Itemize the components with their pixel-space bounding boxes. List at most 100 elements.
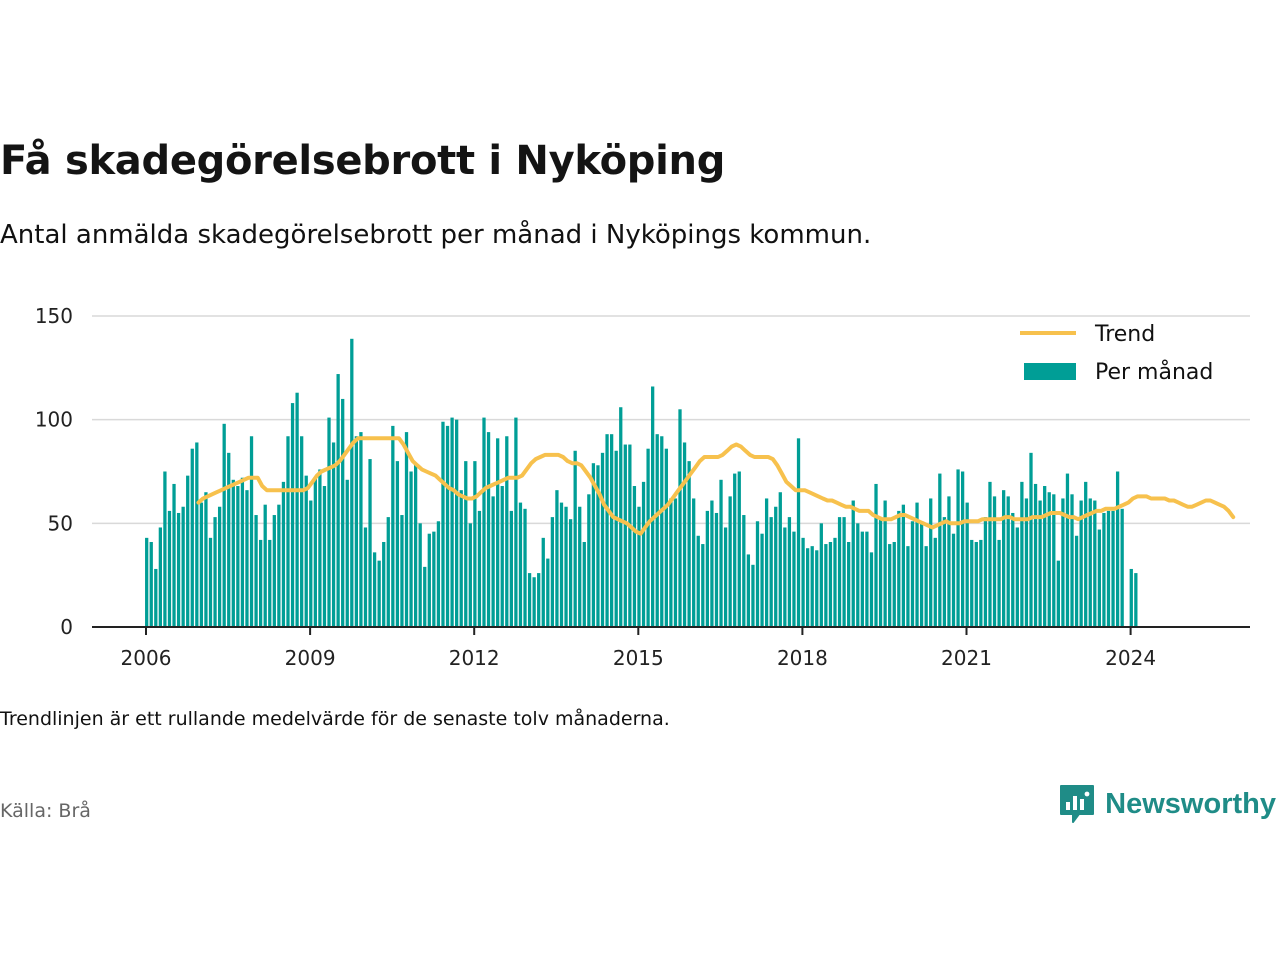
bar-month-22 — [245, 490, 249, 627]
bar-month-140 — [783, 527, 787, 627]
bar-line-chart: 0 50 100 150 2006 2009 2012 2015 2018 2021 2024 T… — [35, 304, 1250, 670]
bar-month-16 — [217, 506, 222, 627]
bar-month-123 — [705, 510, 709, 627]
bar-month-37 — [313, 477, 317, 627]
bar-month-5 — [167, 510, 172, 627]
bar-month-88 — [546, 558, 550, 627]
bar-month-110 — [646, 448, 650, 627]
x-tick-label-2015: 2015 — [613, 646, 664, 670]
bar-month-115 — [669, 498, 673, 627]
bar-month-14 — [208, 537, 213, 627]
bar-month-162 — [883, 500, 887, 627]
y-tick-label-0: 0 — [60, 615, 73, 639]
bar-month-84 — [527, 573, 532, 627]
bar-month-132 — [746, 554, 751, 627]
bar-month-204 — [1074, 535, 1079, 627]
bar-month-1 — [149, 541, 153, 627]
brand-name: Newsworthy — [1105, 787, 1276, 820]
bar-month-181 — [970, 539, 974, 627]
bar-month-202 — [1065, 473, 1070, 627]
bar-month-97 — [587, 494, 591, 627]
bar-month-152 — [837, 517, 842, 627]
bar-month-67 — [450, 417, 454, 627]
bar-month-34 — [300, 436, 304, 627]
bar-month-51 — [377, 560, 381, 627]
bar-month-168 — [910, 521, 915, 627]
bar-month-111 — [651, 386, 655, 627]
bar-month-0 — [145, 537, 149, 627]
bar-month-42 — [336, 374, 340, 627]
bar-month-21 — [240, 477, 245, 627]
bar-month-83 — [523, 508, 527, 627]
bar-month-150 — [828, 541, 833, 627]
bar-month-72 — [473, 461, 477, 627]
bar-month-182 — [974, 541, 978, 627]
bar-month-169 — [915, 502, 919, 627]
bar-month-217 — [1134, 573, 1138, 627]
bar-month-24 — [254, 515, 258, 627]
bar-month-77 — [496, 438, 500, 627]
bar-month-90 — [555, 490, 559, 627]
bar-month-92 — [564, 506, 568, 627]
bar-month-78 — [500, 486, 504, 627]
bar-month-80 — [509, 510, 513, 627]
bar-month-178 — [956, 469, 960, 627]
bar-month-19 — [231, 479, 235, 627]
x-tick-label-2018: 2018 — [777, 646, 828, 670]
bar-month-200 — [1056, 560, 1060, 627]
bar-month-13 — [204, 492, 208, 627]
bar-month-33 — [295, 392, 299, 627]
bar-month-118 — [682, 442, 687, 627]
bar-month-36 — [309, 500, 313, 627]
bar-month-193 — [1024, 498, 1029, 627]
bar-month-12 — [199, 502, 204, 627]
bar-month-135 — [760, 533, 764, 627]
bar-month-137 — [769, 517, 773, 627]
bar-month-25 — [259, 539, 263, 627]
bar-month-105 — [623, 444, 627, 627]
bar-month-189 — [1006, 496, 1010, 627]
bar-month-32 — [290, 403, 295, 627]
bar-month-15 — [213, 517, 217, 627]
y-axis-tick-labels: 0 50 100 150 — [35, 304, 73, 639]
bar-month-206 — [1084, 481, 1088, 627]
bar-month-205 — [1079, 500, 1083, 627]
bar-month-180 — [965, 502, 969, 627]
bar-month-54 — [391, 425, 395, 627]
bar-month-147 — [815, 550, 819, 627]
bar-month-157 — [860, 531, 864, 627]
bar-month-141 — [787, 517, 792, 627]
bar-month-18 — [227, 452, 231, 627]
bar-month-159 — [869, 552, 874, 627]
bar-month-55 — [395, 461, 400, 627]
bar-month-139 — [778, 492, 782, 627]
bar-month-164 — [892, 541, 896, 627]
bar-month-62 — [427, 533, 431, 627]
bar-month-9 — [186, 475, 190, 627]
bar-month-59 — [413, 463, 418, 627]
bar-month-70 — [464, 461, 468, 627]
bar-month-35 — [304, 475, 308, 627]
bar-month-94 — [573, 450, 577, 627]
bar-month-7 — [176, 512, 181, 627]
bar-month-31 — [286, 436, 290, 627]
bar-month-216 — [1129, 568, 1133, 627]
bar-month-26 — [263, 504, 267, 627]
bar-month-188 — [1002, 490, 1006, 627]
legend-bar-swatch — [1024, 363, 1076, 380]
bar-month-100 — [600, 452, 605, 627]
bar-month-127 — [723, 527, 728, 627]
bar-month-87 — [541, 537, 545, 627]
bar-month-119 — [687, 461, 691, 627]
bar-month-145 — [806, 548, 810, 627]
bar-month-29 — [277, 504, 281, 627]
legend-trend-label: Trend — [1094, 322, 1155, 347]
bar-month-81 — [514, 417, 518, 627]
bar-month-57 — [404, 432, 409, 627]
bar-month-89 — [550, 517, 555, 627]
bar-month-75 — [486, 432, 491, 627]
footnote: Trendlinjen är ett rullande medelvärde f… — [0, 708, 670, 730]
bar-month-121 — [696, 535, 700, 627]
bar-month-208 — [1093, 500, 1097, 627]
bar-month-73 — [477, 510, 482, 627]
